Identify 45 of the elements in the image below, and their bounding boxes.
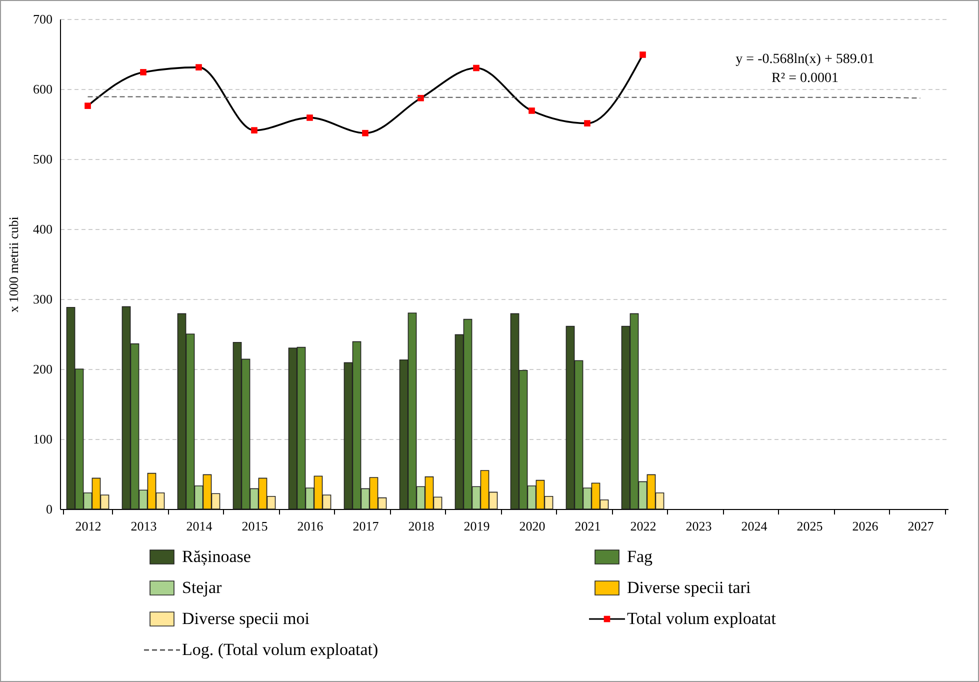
y-tick-label: 200	[33, 362, 52, 376]
x-tick-label: 2014	[186, 518, 213, 534]
x-tick-label: 2019	[464, 518, 490, 534]
x-tick-label: 2023	[686, 518, 712, 534]
legend-label: Fag	[627, 547, 653, 566]
x-tick-label: 2027	[908, 518, 934, 534]
legend-label: Rășinoase	[182, 547, 251, 566]
point	[140, 69, 146, 76]
point	[528, 108, 535, 114]
x-tick-label: 2026	[852, 518, 879, 534]
x-tick-label: 2022	[630, 518, 656, 534]
point	[584, 120, 590, 126]
legend-label: Diverse specii moi	[182, 609, 310, 628]
y-tick-label: 500	[33, 152, 52, 166]
x-tick-label: 2016	[297, 518, 324, 534]
x-tick-label: 2013	[130, 518, 157, 534]
x-tick-label: 2017	[352, 518, 380, 534]
legend-label: Stejar	[182, 578, 222, 597]
point	[306, 114, 313, 121]
y-tick-label: 400	[33, 222, 52, 236]
x-tick-label: 2021	[574, 518, 601, 534]
x-tick-label: 2018	[408, 518, 434, 534]
annotation: y = -0.568ln(x) + 589.01	[736, 52, 874, 67]
y-tick-label: 100	[33, 432, 52, 446]
y-axis-title: x 1000 metrii cubi	[6, 216, 21, 312]
point	[418, 94, 424, 102]
point	[473, 64, 480, 72]
legend-label: Total volum exploatat	[627, 609, 776, 628]
y-tick-label: 0	[46, 502, 52, 516]
x-tick-label: 2015	[242, 518, 268, 534]
annotation: R² = 0.0001	[772, 71, 838, 86]
y-tick-label: 300	[33, 292, 52, 306]
point	[84, 102, 91, 109]
legend-label: Diverse specii tari	[627, 578, 751, 597]
x-tick-label: 2025	[796, 518, 823, 534]
x-tick-label: 2012	[75, 518, 102, 534]
legend-label: Log. (Total volum exploatat)	[182, 640, 378, 659]
point	[362, 130, 368, 136]
y-tick-label: 600	[33, 82, 52, 96]
point	[640, 52, 646, 58]
point	[251, 127, 258, 134]
x-tick-label: 2024	[741, 518, 768, 534]
x-tick-label: 2020	[519, 518, 546, 534]
point	[196, 64, 202, 70]
y-tick-label: 700	[33, 12, 52, 26]
